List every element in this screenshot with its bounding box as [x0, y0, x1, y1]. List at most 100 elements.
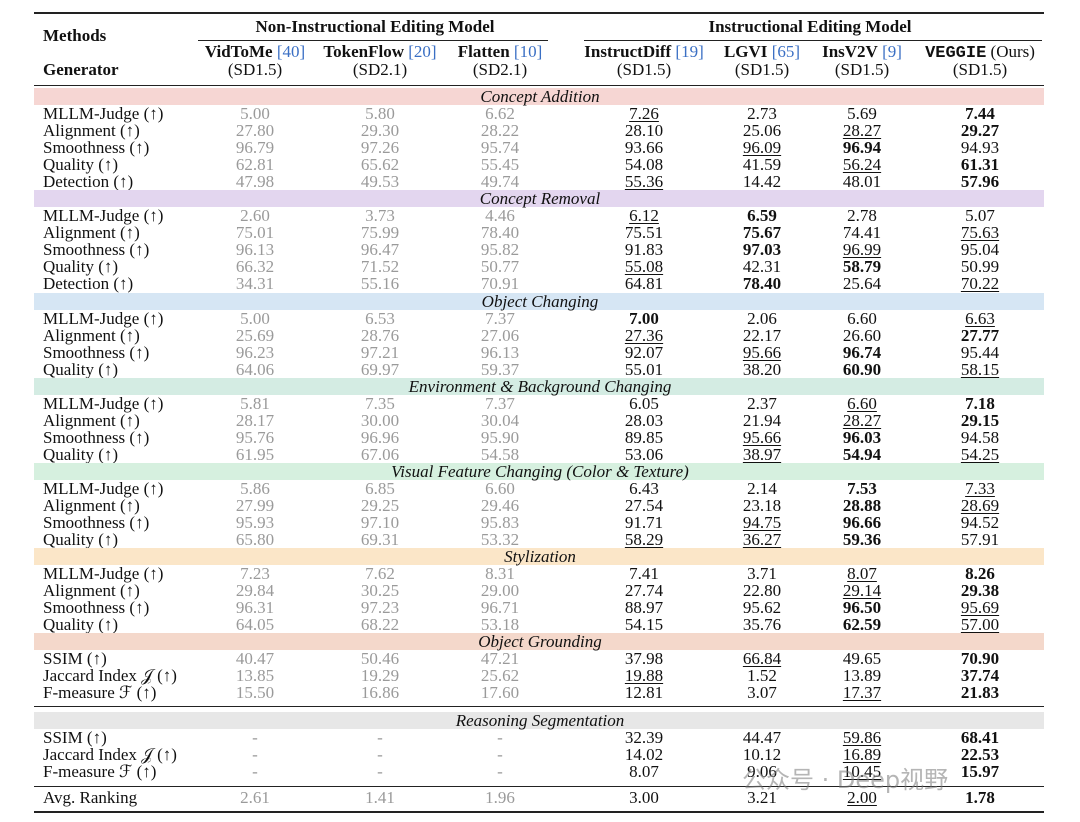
value-cell: 95.83 [480, 513, 520, 532]
value-cell: 66.32 [235, 257, 275, 276]
value-cell: 75.99 [360, 223, 400, 242]
table-row: MLLM-Judge (↑) 2.60 3.73 4.46 6.12 6.59 2.78 5.… [0, 207, 1080, 224]
metric-label: MLLM-Judge (↑) [43, 394, 164, 413]
value-cell: 8.31 [485, 564, 515, 583]
section-title: Stylization [504, 547, 576, 566]
value-cell: 5.00 [240, 104, 270, 123]
value-cell: 13.85 [235, 666, 275, 685]
metric-label: SSIM (↑) [43, 649, 107, 668]
table-row: Smoothness (↑) 95.76 96.96 95.90 89.85 95.66 9… [0, 429, 1080, 446]
value-cell: 2.00 [847, 788, 877, 807]
metric-label: Smoothness (↑) [43, 598, 150, 617]
value-cell: 37.74 [960, 666, 1000, 685]
value-cell: 23.18 [742, 496, 782, 515]
metric-label: MLLM-Judge (↑) [43, 206, 164, 225]
column-header-vidtome: VidToMe [40] [180, 43, 330, 61]
value-cell: 7.37 [485, 309, 515, 328]
value-cell: 58.29 [624, 530, 664, 549]
value-cell: 3.73 [365, 206, 395, 225]
value-cell: 7.23 [240, 564, 270, 583]
value-cell: 25.62 [480, 666, 520, 685]
value-cell: 6.43 [629, 479, 659, 498]
value-cell: 55.16 [360, 274, 400, 293]
value-cell: 96.09 [742, 138, 782, 157]
value-cell: 65.80 [235, 530, 275, 549]
metric-label: Jaccard Index 𝒥 (↑) [43, 745, 177, 764]
value-cell: 61.95 [235, 445, 275, 464]
metric-label: Alignment (↑) [43, 223, 140, 242]
value-cell: 7.37 [485, 394, 515, 413]
value-cell: 27.36 [624, 326, 664, 345]
value-cell: 27.80 [235, 121, 275, 140]
value-cell: 22.53 [960, 745, 1000, 764]
column-name: TokenFlow [323, 42, 405, 61]
value-cell: - [252, 745, 258, 764]
value-cell: 64.05 [235, 615, 275, 634]
value-cell: 58.15 [960, 360, 1000, 379]
table-row: Quality (↑) 64.05 68.22 53.18 54.15 35.76 62.5… [0, 616, 1080, 633]
value-cell: 29.00 [480, 581, 520, 600]
value-cell: 69.97 [360, 360, 400, 379]
value-cell: 57.96 [960, 172, 1000, 191]
table-row: Smoothness (↑) 96.13 96.47 95.82 91.83 97.03 9… [0, 241, 1080, 258]
section-title: Concept Addition [480, 87, 600, 106]
column-citation[interactable]: [20] [408, 42, 437, 61]
value-cell: 54.25 [960, 445, 1000, 464]
value-cell: 96.94 [842, 138, 882, 157]
value-cell: 96.71 [480, 598, 520, 617]
generator-cell: (SD1.5) [834, 60, 890, 79]
metric-label: Alignment (↑) [43, 411, 140, 430]
column-header-veggie: VEGGIE (Ours) [905, 43, 1055, 63]
table-row: F-measure ℱ (↑) 15.50 16.86 17.60 12.81 3.07 1… [0, 684, 1080, 701]
value-cell: 70.22 [960, 274, 1000, 293]
value-cell: 54.08 [624, 155, 664, 174]
value-cell: 6.53 [365, 309, 395, 328]
group-underline-instructional [584, 40, 1042, 41]
value-cell: 16.86 [360, 683, 400, 702]
column-citation[interactable]: [65] [771, 42, 801, 61]
table-row: Smoothness (↑) 95.93 97.10 95.83 91.71 94.75 9… [0, 514, 1080, 531]
generator-label: Generator [43, 60, 119, 79]
value-cell: 22.80 [742, 581, 782, 600]
value-cell: 97.03 [742, 240, 782, 259]
column-name: InsV2V [822, 42, 878, 61]
value-cell: 95.82 [480, 240, 520, 259]
column-citation[interactable]: [10] [513, 42, 543, 61]
value-cell: 48.01 [842, 172, 882, 191]
value-cell: - [252, 762, 258, 781]
value-cell: 28.27 [842, 411, 882, 430]
metric-label: SSIM (↑) [43, 728, 107, 747]
value-cell: 96.66 [842, 513, 882, 532]
metric-label: F-measure ℱ (↑) [43, 683, 157, 702]
value-cell: 2.61 [240, 788, 270, 807]
value-cell: 54.15 [624, 615, 664, 634]
metric-label: MLLM-Judge (↑) [43, 104, 164, 123]
metric-label: Quality (↑) [43, 360, 119, 379]
value-cell: 21.83 [960, 683, 1000, 702]
value-cell: 47.21 [480, 649, 520, 668]
value-cell: 30.04 [480, 411, 520, 430]
column-header-lgvi: LGVI [65] [687, 43, 837, 61]
metric-label: Jaccard Index 𝒥 (↑) [43, 666, 177, 685]
value-cell: 96.74 [842, 343, 882, 362]
table-row: Quality (↑) 61.95 67.06 54.58 53.06 38.97 54.9… [0, 446, 1080, 463]
value-cell: 61.31 [960, 155, 1000, 174]
value-cell: 54.94 [842, 445, 882, 464]
column-citation[interactable]: [40] [276, 42, 306, 61]
value-cell: 2.14 [747, 479, 777, 498]
value-cell: 59.36 [842, 530, 882, 549]
column-citation[interactable]: [9] [882, 42, 902, 61]
value-cell: 26.60 [842, 326, 882, 345]
value-cell: 2.78 [847, 206, 877, 225]
section-title: Environment & Background Changing [408, 377, 672, 396]
metric-label: Alignment (↑) [43, 581, 140, 600]
column-name: VEGGIE [925, 44, 987, 63]
value-cell: 38.97 [742, 445, 782, 464]
metric-label: Detection (↑) [43, 172, 134, 191]
column-citation[interactable]: [19] [675, 42, 704, 61]
value-cell: 28.69 [960, 496, 1000, 515]
value-cell: 65.62 [360, 155, 400, 174]
value-cell: 42.31 [742, 257, 782, 276]
value-cell: 40.47 [235, 649, 275, 668]
